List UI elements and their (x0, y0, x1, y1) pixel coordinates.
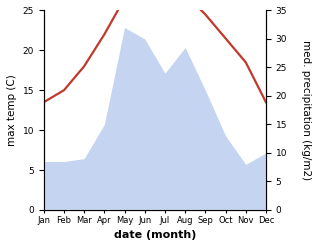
Y-axis label: med. precipitation (kg/m2): med. precipitation (kg/m2) (301, 40, 311, 180)
X-axis label: date (month): date (month) (114, 230, 196, 240)
Y-axis label: max temp (C): max temp (C) (7, 74, 17, 146)
